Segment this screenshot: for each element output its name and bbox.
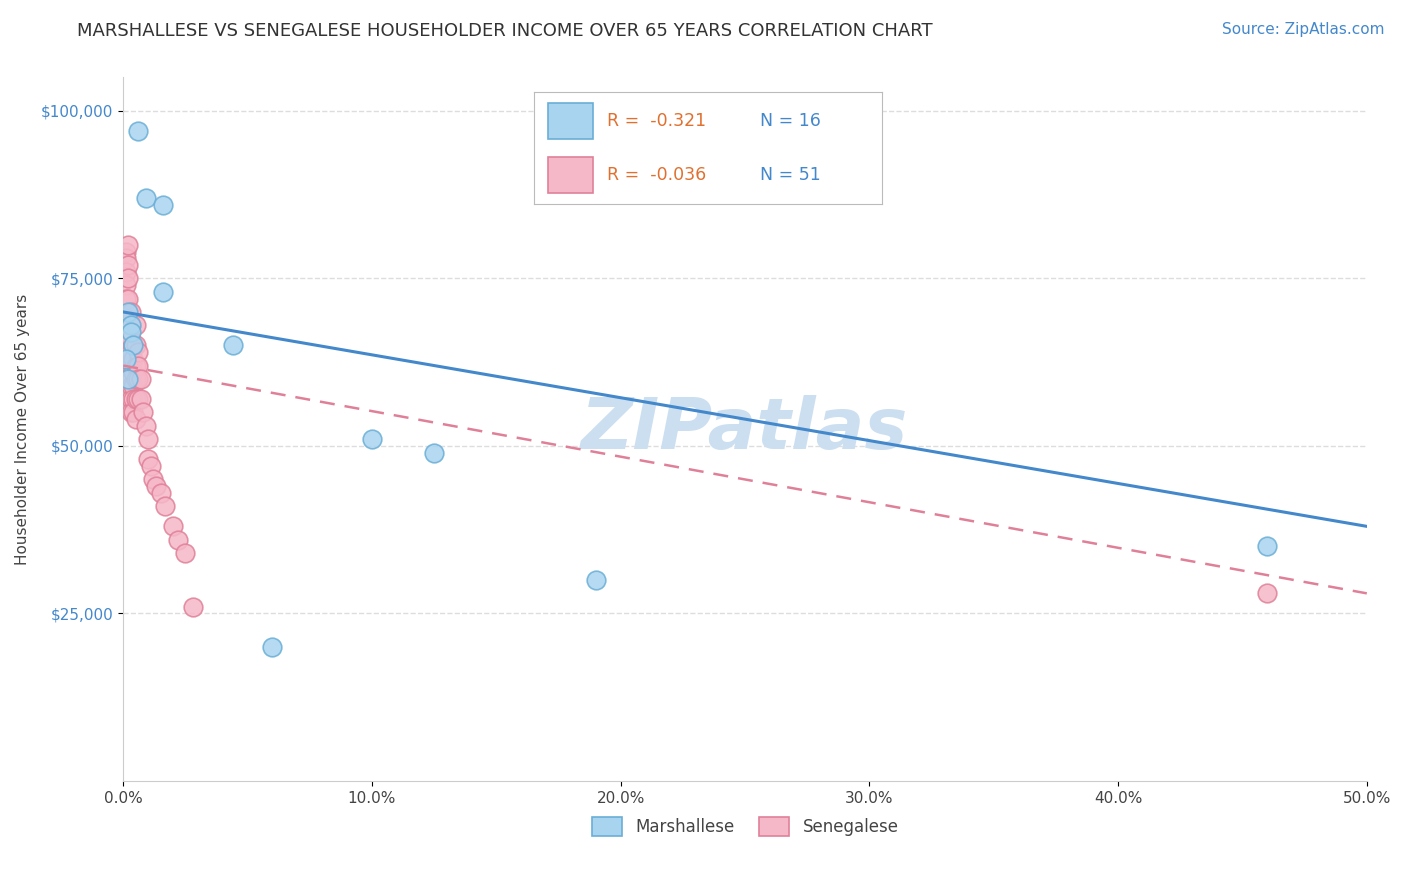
Point (127, 345, 149, 359)
Point (120, 325, 142, 339)
Point (117, 305, 139, 319)
Point (149, 486, 172, 500)
Point (136, 432, 159, 446)
Point (221, 338, 243, 352)
Point (132, 405, 155, 419)
Point (122, 392, 145, 406)
Point (262, 640, 284, 654)
Point (423, 445, 446, 459)
Point (117, 238, 139, 252)
Point (120, 378, 142, 392)
Point (120, 318, 142, 333)
Point (122, 338, 145, 352)
Point (124, 338, 146, 352)
Point (120, 305, 142, 319)
Point (117, 311, 139, 326)
Point (117, 372, 139, 386)
Point (122, 405, 145, 419)
Point (114, 292, 136, 306)
Point (117, 258, 139, 272)
Point (124, 372, 146, 386)
Y-axis label: Householder Income Over 65 years: Householder Income Over 65 years (15, 293, 30, 565)
Point (155, 500, 177, 514)
Point (127, 124, 149, 138)
Text: ZIPatlas: ZIPatlas (581, 394, 908, 464)
Text: MARSHALLESE VS SENEGALESE HOUSEHOLDER INCOME OVER 65 YEARS CORRELATION CHART: MARSHALLESE VS SENEGALESE HOUSEHOLDER IN… (77, 22, 934, 40)
Point (152, 285, 174, 299)
Point (124, 359, 146, 373)
Point (114, 252, 136, 266)
Point (139, 458, 162, 473)
Point (122, 338, 145, 352)
Point (152, 198, 174, 212)
Point (127, 359, 149, 373)
Point (120, 318, 142, 333)
Point (174, 546, 197, 560)
Point (361, 432, 384, 446)
Point (120, 372, 142, 386)
Point (181, 599, 204, 614)
Point (124, 412, 146, 426)
Point (129, 372, 152, 386)
Point (120, 405, 142, 419)
Point (124, 318, 146, 333)
Point (135, 418, 157, 433)
Point (1256, 540, 1278, 554)
Point (136, 452, 159, 467)
Point (114, 244, 136, 259)
Text: Source: ZipAtlas.com: Source: ZipAtlas.com (1222, 22, 1385, 37)
Point (114, 351, 136, 366)
Point (122, 378, 145, 392)
Point (135, 191, 157, 205)
Point (129, 392, 152, 406)
Point (1256, 586, 1278, 600)
Point (114, 278, 136, 293)
Point (120, 332, 142, 346)
Point (167, 533, 190, 547)
Legend: Marshallese, Senegalese: Marshallese, Senegalese (585, 811, 905, 843)
Point (124, 392, 146, 406)
Point (122, 365, 145, 379)
Point (114, 265, 136, 279)
Point (120, 359, 142, 373)
Point (127, 392, 149, 406)
Point (162, 519, 184, 533)
Point (117, 271, 139, 285)
Point (127, 372, 149, 386)
Point (120, 345, 142, 359)
Point (145, 479, 167, 493)
Point (122, 351, 145, 366)
Point (120, 392, 142, 406)
Point (585, 573, 607, 587)
Point (142, 473, 165, 487)
Point (117, 292, 139, 306)
